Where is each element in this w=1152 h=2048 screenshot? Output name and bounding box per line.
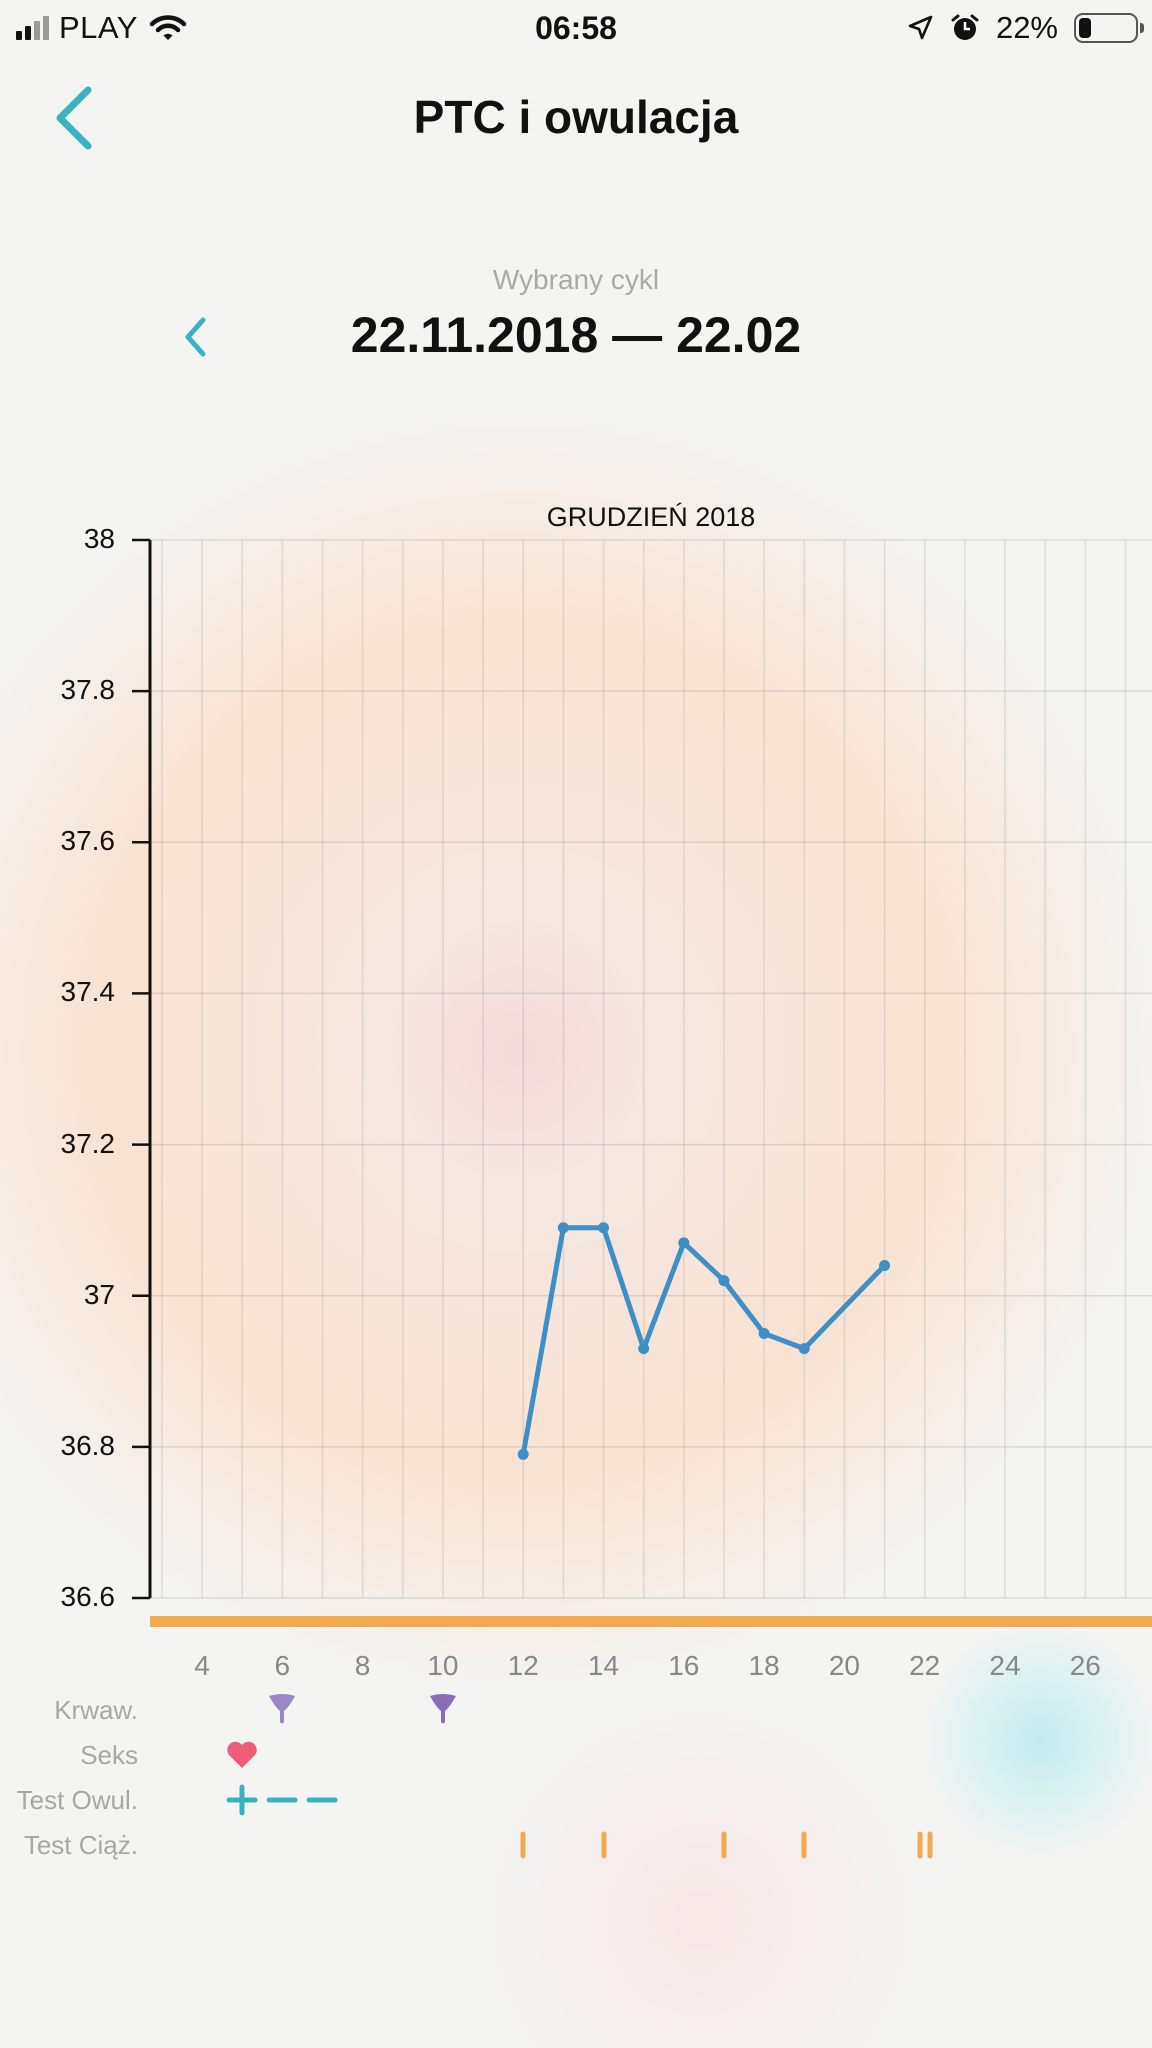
heart-icon[interactable] — [226, 1740, 258, 1770]
y-tick-label: 37 — [83, 1278, 115, 1310]
temperature-point — [718, 1275, 730, 1287]
y-tick-label: 38 — [83, 523, 115, 554]
page-title: PTC i owulacja — [413, 91, 739, 143]
status-bar: PLAY 06:58 22% — [0, 0, 1152, 58]
temperature-point — [678, 1237, 690, 1249]
y-tick-label: 36.8 — [60, 1429, 116, 1461]
x-tick-label: 18 — [748, 1650, 780, 1681]
ovulation-test-icon[interactable] — [226, 1784, 258, 1816]
tracking-row-label: Krwaw. — [54, 1695, 138, 1725]
chevron-left-icon — [56, 86, 92, 150]
pregnancy-test-icon[interactable] — [589, 1830, 619, 1860]
bleeding-drop-icon[interactable] — [267, 1693, 297, 1727]
temperature-point — [879, 1259, 891, 1271]
wifi-icon — [149, 15, 187, 40]
tracking-row-label: Seks — [80, 1740, 138, 1770]
status-left: PLAY — [16, 10, 188, 46]
x-tick-label: 14 — [587, 1650, 620, 1681]
battery-fill — [1079, 18, 1091, 38]
x-tick-label: 22 — [909, 1650, 941, 1681]
pregnancy-test-icon[interactable] — [789, 1830, 819, 1860]
cycle-date-range: 22.11.2018 — 22.02 — [350, 307, 802, 363]
x-tick-label: 20 — [828, 1650, 860, 1681]
x-tick-label: 6 — [274, 1650, 291, 1681]
x-tick-label: 4 — [194, 1650, 210, 1681]
ovulation-test-icon[interactable] — [306, 1784, 338, 1816]
location-icon — [908, 15, 933, 40]
temperature-point — [798, 1343, 810, 1355]
signal-icon — [16, 16, 49, 40]
status-time: 06:58 — [535, 10, 617, 46]
x-tick-label: 12 — [507, 1650, 539, 1681]
alarm-icon — [951, 14, 979, 40]
battery-percent: 22% — [995, 10, 1058, 45]
y-tick-label: 37.8 — [60, 674, 116, 706]
tracking-row-label: Test Owul. — [16, 1785, 138, 1815]
temperature-point — [758, 1328, 770, 1339]
x-tick-label: 24 — [989, 1650, 1021, 1681]
previous-cycle-button[interactable] — [178, 312, 218, 362]
x-tick-label: 26 — [1069, 1650, 1101, 1681]
y-tick-label: 36.6 — [60, 1581, 116, 1612]
x-tick-label: 10 — [427, 1650, 459, 1681]
temperature-chart[interactable] — [0, 520, 1152, 1680]
battery-icon — [1074, 13, 1144, 43]
pregnancy-test-icon[interactable] — [508, 1830, 538, 1860]
tracking-row-label: Test Ciąż. — [23, 1830, 138, 1860]
y-tick-label: 37.4 — [60, 976, 116, 1008]
chart-title: GRUDZIEŃ 2018 — [546, 502, 756, 532]
status-right: 22% — [906, 10, 1144, 46]
ovulation-test-icon[interactable] — [266, 1784, 298, 1816]
carrier-name: PLAY — [59, 10, 138, 45]
chevron-left-icon — [185, 317, 206, 357]
temperature-point — [557, 1222, 569, 1234]
x-axis-bar — [150, 1616, 1152, 1627]
back-button[interactable] — [48, 80, 108, 160]
temperature-point — [517, 1448, 529, 1460]
pregnancy-test-icon[interactable] — [709, 1830, 739, 1860]
x-tick-label: 8 — [354, 1650, 371, 1681]
temperature-line — [520, 1225, 888, 1457]
y-tick-label: 37.6 — [60, 825, 116, 857]
x-tick-label: 16 — [668, 1650, 700, 1681]
pregnancy-test-icon[interactable] — [910, 1830, 940, 1860]
temperature-point — [598, 1222, 609, 1234]
bleeding-drop-icon[interactable] — [428, 1693, 458, 1727]
temperature-point — [638, 1343, 650, 1355]
y-tick-label: 37.2 — [60, 1127, 116, 1159]
cycle-label: Wybrany cykl — [492, 264, 660, 295]
